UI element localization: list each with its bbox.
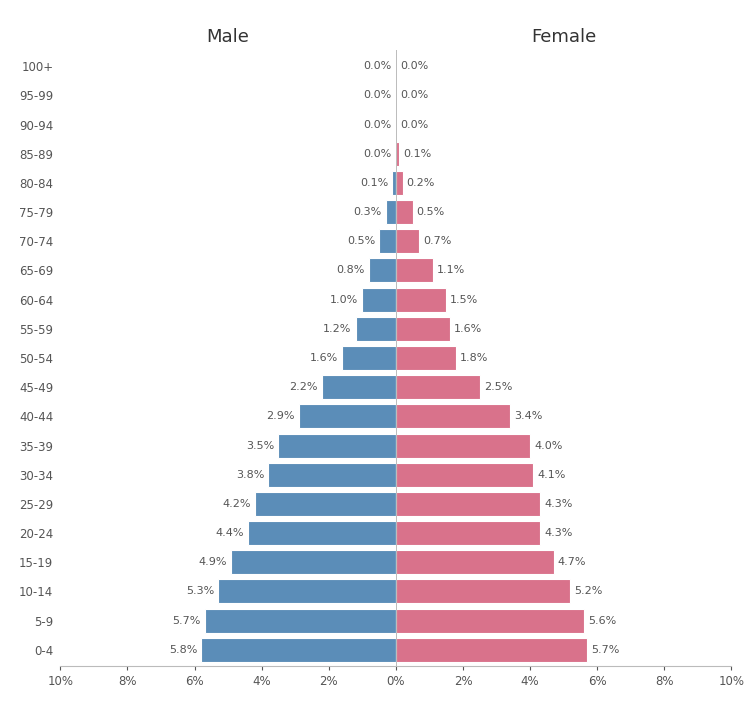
Text: 4.9%: 4.9% — [199, 557, 228, 567]
Text: 0.1%: 0.1% — [403, 149, 431, 159]
Text: 0.0%: 0.0% — [400, 90, 428, 100]
Text: 4.1%: 4.1% — [538, 470, 566, 480]
Bar — [369, 258, 396, 282]
Text: 5.8%: 5.8% — [169, 645, 198, 655]
Bar — [231, 551, 396, 574]
Text: 4.0%: 4.0% — [534, 440, 562, 450]
Bar — [396, 200, 412, 224]
Bar — [396, 258, 433, 282]
Bar — [342, 346, 396, 370]
Bar — [393, 171, 396, 195]
Bar — [268, 463, 396, 487]
Bar — [396, 492, 540, 516]
Text: 0.3%: 0.3% — [354, 207, 382, 217]
Text: 0.0%: 0.0% — [363, 120, 392, 130]
Text: 3.4%: 3.4% — [514, 412, 542, 421]
Bar — [218, 579, 396, 604]
Text: 2.9%: 2.9% — [266, 412, 295, 421]
Bar — [396, 288, 446, 311]
Text: 0.0%: 0.0% — [400, 61, 428, 71]
Text: 5.2%: 5.2% — [575, 586, 602, 596]
Text: 0.2%: 0.2% — [406, 178, 435, 188]
Text: 0.0%: 0.0% — [363, 90, 392, 100]
Bar — [396, 346, 456, 370]
Bar — [396, 317, 449, 341]
Text: 2.5%: 2.5% — [484, 382, 512, 392]
Bar — [248, 521, 396, 545]
Text: 1.8%: 1.8% — [460, 353, 489, 363]
Text: 4.3%: 4.3% — [544, 499, 572, 509]
Text: 5.3%: 5.3% — [185, 586, 214, 596]
Bar — [396, 579, 570, 604]
Text: 1.6%: 1.6% — [310, 353, 338, 363]
Bar — [204, 609, 396, 633]
Text: 0.1%: 0.1% — [360, 178, 388, 188]
Bar — [356, 317, 396, 341]
Bar — [396, 463, 533, 487]
Text: 0.7%: 0.7% — [423, 236, 452, 246]
Bar — [396, 434, 530, 458]
Text: 3.8%: 3.8% — [236, 470, 265, 480]
Text: 4.3%: 4.3% — [544, 528, 572, 538]
Text: 0.5%: 0.5% — [347, 236, 375, 246]
Bar — [362, 288, 396, 311]
Bar — [396, 375, 480, 399]
Text: 5.7%: 5.7% — [172, 616, 201, 626]
Bar — [396, 521, 540, 545]
Bar — [396, 229, 419, 253]
Text: 5.6%: 5.6% — [588, 616, 616, 626]
Bar — [386, 200, 396, 224]
Bar — [396, 638, 587, 662]
Text: 4.2%: 4.2% — [222, 499, 251, 509]
Text: 1.0%: 1.0% — [330, 295, 358, 304]
Text: 1.5%: 1.5% — [450, 295, 479, 304]
Text: 3.5%: 3.5% — [246, 440, 274, 450]
Text: 0.0%: 0.0% — [363, 61, 392, 71]
Text: 1.1%: 1.1% — [437, 266, 465, 276]
Bar — [396, 405, 510, 428]
Text: 5.7%: 5.7% — [591, 645, 620, 655]
Text: 2.2%: 2.2% — [290, 382, 318, 392]
Bar — [396, 171, 403, 195]
Bar — [396, 142, 399, 165]
Bar — [379, 229, 396, 253]
Text: 0.0%: 0.0% — [400, 120, 428, 130]
Bar — [322, 375, 396, 399]
Bar — [396, 551, 553, 574]
Text: 1.6%: 1.6% — [454, 324, 482, 334]
Text: Female: Female — [531, 28, 596, 46]
Bar — [201, 638, 396, 662]
Bar — [396, 609, 584, 633]
Text: 4.7%: 4.7% — [557, 557, 586, 567]
Bar — [299, 405, 396, 428]
Text: 4.4%: 4.4% — [216, 528, 244, 538]
Text: 1.2%: 1.2% — [323, 324, 351, 334]
Text: 0.5%: 0.5% — [417, 207, 445, 217]
Text: Male: Male — [207, 28, 250, 46]
Text: 0.0%: 0.0% — [363, 149, 392, 159]
Bar — [255, 492, 396, 516]
Text: 0.8%: 0.8% — [336, 266, 365, 276]
Bar — [278, 434, 396, 458]
